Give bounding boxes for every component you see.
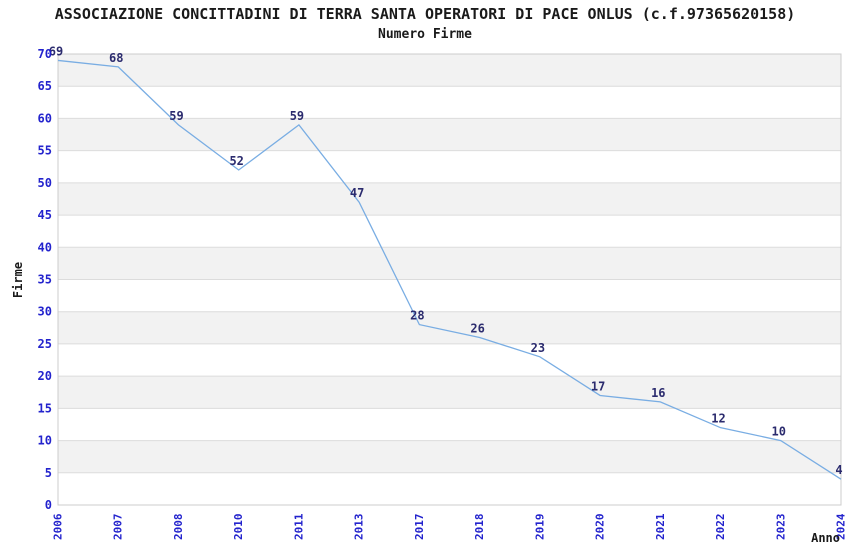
data-point-label: 10: [772, 425, 786, 439]
chart-subtitle: Numero Firme: [378, 27, 472, 42]
y-tick-label: 50: [38, 176, 52, 190]
y-tick-label: 20: [38, 369, 52, 383]
data-point-label: 12: [711, 412, 725, 426]
x-tick-label: 2021: [654, 513, 667, 540]
y-tick-label: 35: [38, 273, 52, 287]
trend-line: [57, 59, 842, 480]
data-point-label: 69: [49, 44, 63, 58]
plot-band: [58, 311, 841, 344]
y-tick-label: 30: [38, 305, 52, 319]
y-tick-label: 55: [38, 144, 52, 158]
x-tick-label: 2019: [533, 514, 546, 541]
data-point-label: 59: [290, 109, 304, 123]
plot-band: [58, 54, 841, 87]
data-point-label: 26: [470, 321, 484, 335]
x-tick-label: 2023: [774, 514, 787, 541]
x-tick-label: 2020: [594, 514, 607, 541]
plot-band: [58, 440, 841, 473]
x-tick-label: 2008: [172, 514, 185, 541]
x-tick-label: 2017: [413, 514, 426, 541]
data-point-label: 47: [350, 186, 364, 200]
x-tick-label: 2007: [112, 514, 125, 541]
data-point-label: 4: [835, 463, 842, 477]
plot-band: [58, 376, 841, 409]
x-axis-title: Anno: [811, 531, 840, 545]
y-tick-label: 10: [38, 434, 52, 448]
plot-band: [58, 118, 841, 151]
chart-title: ASSOCIAZIONE CONCITTADINI DI TERRA SANTA…: [54, 5, 796, 23]
y-tick-label: 40: [38, 240, 52, 254]
y-axis-title: Firme: [11, 262, 25, 298]
x-tick-label: 2006: [52, 513, 65, 540]
y-tick-label: 0: [45, 498, 52, 512]
y-tick-label: 45: [38, 208, 52, 222]
data-point-label: 68: [109, 51, 123, 65]
x-tick-label: 2010: [232, 514, 245, 541]
data-point-label: 16: [651, 386, 665, 400]
plot-band: [58, 182, 841, 216]
data-point-label: 28: [410, 309, 424, 323]
y-tick-label: 5: [45, 466, 52, 480]
x-tick-label: 2024: [835, 513, 848, 540]
plot-border: [57, 53, 842, 506]
data-point-label: 17: [591, 379, 605, 393]
x-tick-label: 2018: [473, 514, 486, 541]
data-point-label: 52: [229, 154, 243, 168]
y-tick-label: 70: [38, 47, 52, 61]
y-tick-label: 65: [38, 79, 52, 93]
y-tick-label: 60: [38, 111, 52, 125]
x-tick-label: 2011: [292, 513, 305, 540]
x-tick-label: 2013: [353, 514, 366, 541]
data-point-label: 23: [531, 341, 545, 355]
data-point-label: 59: [169, 109, 183, 123]
y-tick-label: 25: [38, 337, 52, 351]
y-tick-label: 15: [38, 401, 52, 415]
x-tick-label: 2022: [714, 514, 727, 541]
plot-band: [58, 247, 841, 280]
